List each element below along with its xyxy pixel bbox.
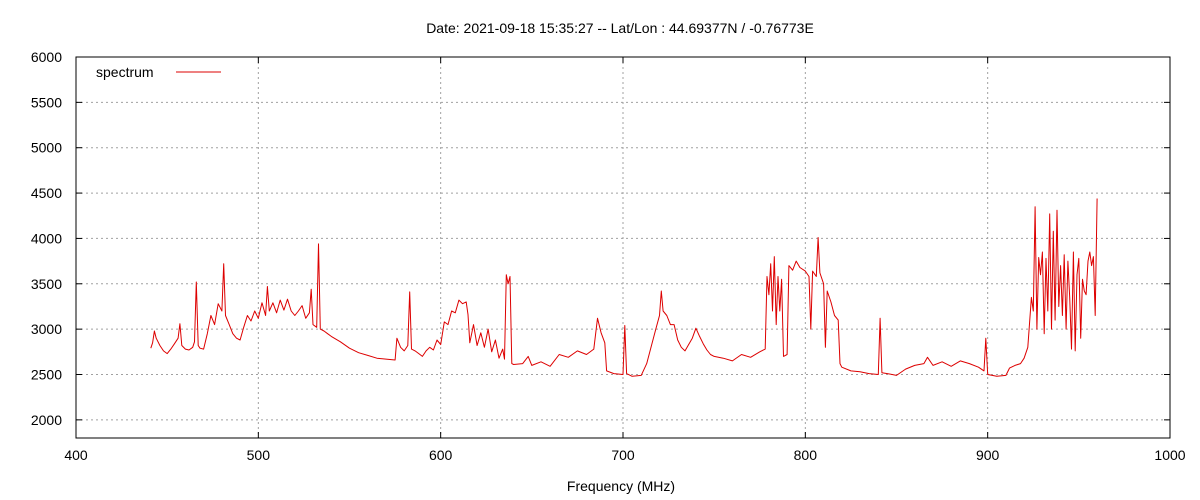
legend-label-spectrum: spectrum: [96, 64, 154, 80]
y-tick-label-3500: 3500: [31, 276, 62, 292]
axis-ticks: 400 500 600 700 800 900 1000 2000 2500 3000 3500 40…: [31, 49, 1186, 463]
x-tick-label-600: 600: [429, 447, 453, 463]
x-tick-label-1000: 1000: [1154, 447, 1185, 463]
y-tick-label-4500: 4500: [31, 185, 62, 201]
x-tick-label-900: 900: [976, 447, 1000, 463]
series-layer: [150, 198, 1098, 377]
x-tick-label-700: 700: [611, 447, 635, 463]
y-tick-label-4000: 4000: [31, 230, 62, 246]
y-tick-label-5000: 5000: [31, 140, 62, 156]
chart-title: Date: 2021-09-18 15:35:27 -- Lat/Lon : 4…: [426, 20, 814, 36]
legend: spectrum: [96, 64, 221, 80]
y-tick-label-2500: 2500: [31, 367, 62, 383]
x-tick-label-400: 400: [64, 447, 88, 463]
x-tick-label-800: 800: [794, 447, 818, 463]
x-axis-label: Frequency (MHz): [567, 478, 675, 494]
y-tick-label-6000: 6000: [31, 49, 62, 65]
grid-lines: [76, 57, 1170, 438]
y-tick-label-3000: 3000: [31, 321, 62, 337]
y-tick-label-2000: 2000: [31, 412, 62, 428]
series-line-spectrum: [150, 198, 1098, 377]
x-tick-label-500: 500: [247, 447, 271, 463]
y-tick-label-5500: 5500: [31, 94, 62, 110]
